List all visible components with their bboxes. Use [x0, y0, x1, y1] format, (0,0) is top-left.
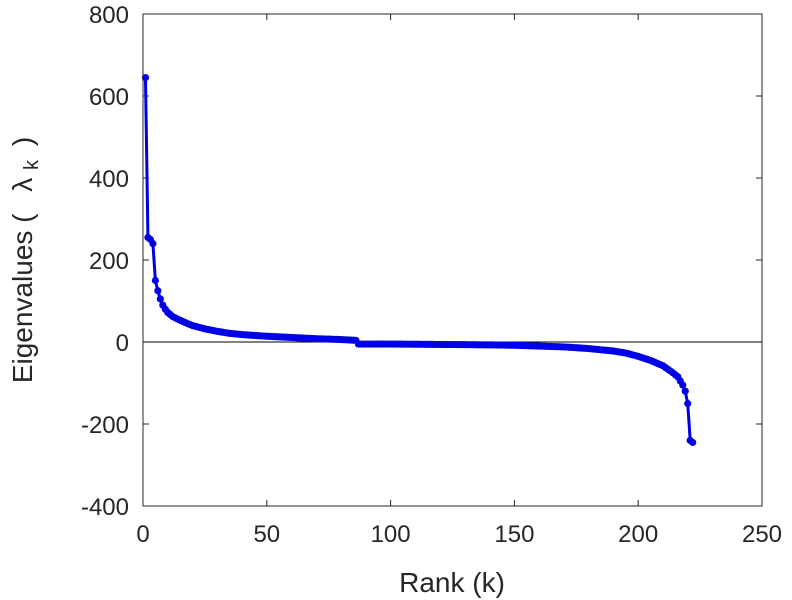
- tick-layer: [142, 13, 763, 507]
- y-tick-label: 600: [89, 84, 129, 111]
- x-tick-label: 200: [618, 521, 658, 548]
- y-tick-label: 200: [89, 248, 129, 275]
- y-axis-label-subscript: k: [21, 159, 43, 170]
- data-point: [679, 381, 687, 389]
- y-tick-label: 800: [89, 2, 129, 29]
- y-tick-label: -400: [81, 494, 129, 521]
- y-tick-label: 400: [89, 166, 129, 193]
- data-point: [689, 438, 697, 447]
- data-point: [141, 73, 150, 82]
- x-tick-label: 100: [371, 521, 411, 548]
- x-tick-label: 0: [136, 521, 149, 548]
- data-point: [154, 287, 162, 295]
- plot-frame: [142, 13, 763, 507]
- eigenvalue-series: [141, 73, 697, 447]
- y-tick-label: -200: [81, 412, 129, 439]
- x-tick-label: 150: [494, 521, 534, 548]
- data-point: [156, 295, 164, 303]
- data-point: [681, 387, 689, 395]
- series-line: [143, 77, 694, 444]
- x-tick-label: 50: [253, 521, 280, 548]
- y-axis-label-symbol: λ: [7, 178, 38, 192]
- y-axis-label-text: Eigenvalues (: [7, 213, 38, 383]
- x-tick-label: 250: [742, 521, 782, 548]
- data-point: [151, 276, 159, 285]
- x-axis-label: Rank (k): [399, 567, 505, 598]
- data-point: [149, 240, 157, 248]
- tick-label-layer: 0 50 100 150 200 250 -400 -200 0 200 400 600 800: [81, 2, 782, 548]
- data-point: [684, 399, 692, 408]
- y-tick-label: 0: [116, 330, 129, 357]
- y-axis-label: Eigenvalues ( λ k ): [7, 137, 44, 383]
- y-axis-label-close: ): [7, 137, 38, 146]
